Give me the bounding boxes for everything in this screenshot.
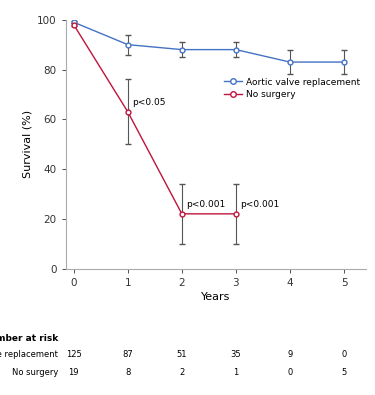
Legend: Aortic valve replacement, No surgery: Aortic valve replacement, No surgery xyxy=(220,74,364,103)
Text: 2: 2 xyxy=(179,368,184,377)
Text: 35: 35 xyxy=(231,350,241,359)
Text: 51: 51 xyxy=(177,350,187,359)
Text: 8: 8 xyxy=(125,368,130,377)
Text: 9: 9 xyxy=(287,350,292,359)
Y-axis label: Survival (%): Survival (%) xyxy=(23,110,33,178)
Text: p<0.001: p<0.001 xyxy=(186,200,225,209)
Text: p<0.001: p<0.001 xyxy=(240,200,279,209)
Text: p<0.05: p<0.05 xyxy=(132,98,166,107)
Text: 87: 87 xyxy=(122,350,133,359)
X-axis label: Years: Years xyxy=(201,292,230,302)
Text: 5: 5 xyxy=(341,368,346,377)
Text: No surgery: No surgery xyxy=(12,368,58,377)
Text: 125: 125 xyxy=(66,350,82,359)
Text: Aortic valve replacement: Aortic valve replacement xyxy=(0,350,58,359)
Text: 0: 0 xyxy=(287,368,292,377)
Text: Number at risk: Number at risk xyxy=(0,334,58,343)
Text: 1: 1 xyxy=(233,368,238,377)
Text: 19: 19 xyxy=(69,368,79,377)
Text: 0: 0 xyxy=(341,350,346,359)
